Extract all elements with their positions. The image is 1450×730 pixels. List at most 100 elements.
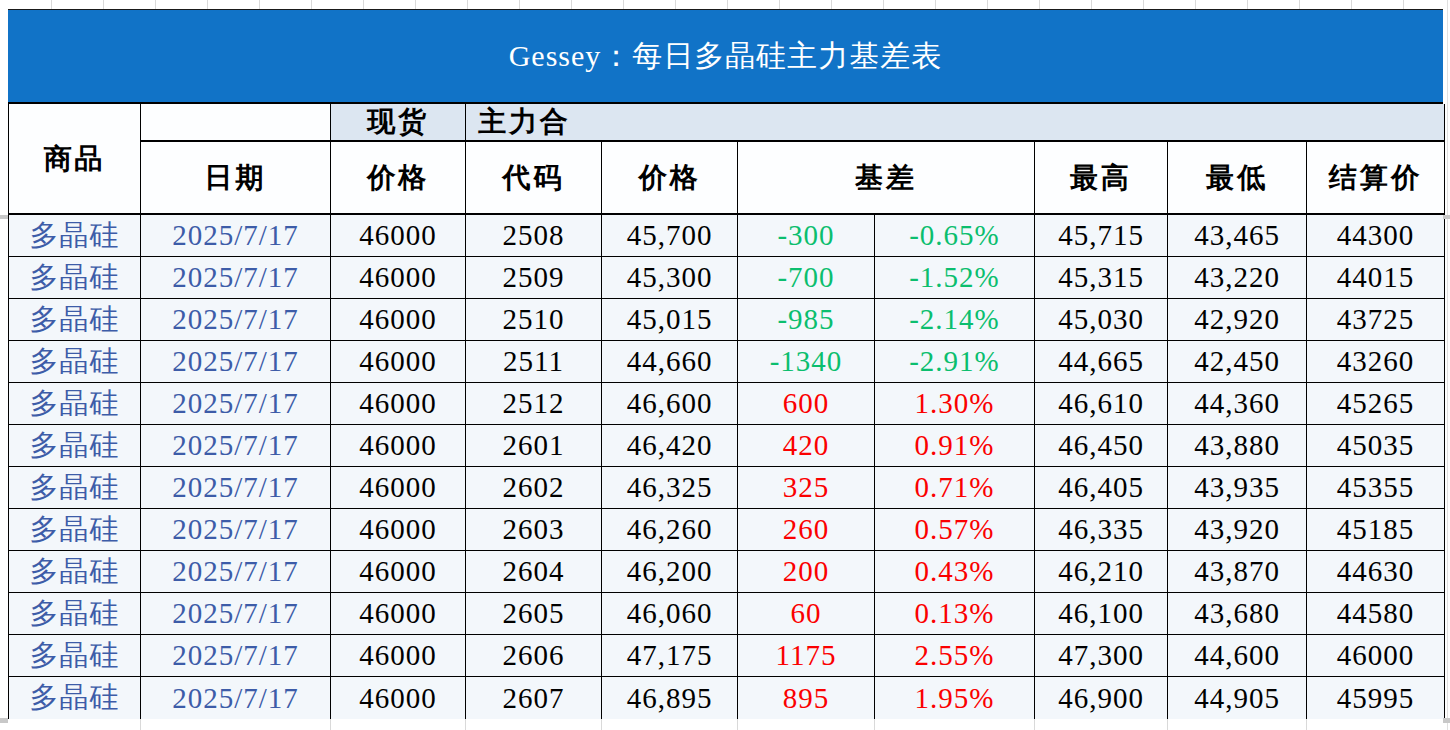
cell-settlement[interactable]: 45265 bbox=[1307, 383, 1444, 425]
header-settlement[interactable]: 结算价 bbox=[1307, 142, 1444, 215]
cell-commodity[interactable]: 多晶硅 bbox=[9, 551, 141, 593]
cell-basis-percent[interactable]: 0.71% bbox=[875, 467, 1035, 509]
cell-commodity[interactable]: 多晶硅 bbox=[9, 215, 141, 257]
cell-settlement[interactable]: 45995 bbox=[1307, 677, 1444, 719]
cell-basis-value[interactable]: 260 bbox=[738, 509, 875, 551]
cell-date[interactable]: 2025/7/17 bbox=[141, 215, 331, 257]
cell-settlement[interactable]: 43725 bbox=[1307, 299, 1444, 341]
cell-basis-value[interactable]: 1175 bbox=[738, 635, 875, 677]
cell-basis-value[interactable]: 60 bbox=[738, 593, 875, 635]
cell-settlement[interactable]: 44630 bbox=[1307, 551, 1444, 593]
cell-spot-price[interactable]: 46000 bbox=[331, 299, 466, 341]
cell-spot-price[interactable]: 46000 bbox=[331, 341, 466, 383]
cell-basis-value[interactable]: -700 bbox=[738, 257, 875, 299]
cell-basis-value[interactable]: -985 bbox=[738, 299, 875, 341]
cell-basis-percent[interactable]: 1.30% bbox=[875, 383, 1035, 425]
header-date[interactable]: 日期 bbox=[141, 142, 331, 215]
cell-low[interactable]: 42,450 bbox=[1168, 341, 1307, 383]
cell-contract-price[interactable]: 44,660 bbox=[602, 341, 738, 383]
cell-basis-value[interactable]: 420 bbox=[738, 425, 875, 467]
cell-basis-value[interactable]: 200 bbox=[738, 551, 875, 593]
cell-settlement[interactable]: 44015 bbox=[1307, 257, 1444, 299]
cell-contract-code[interactable]: 2511 bbox=[466, 341, 602, 383]
cell-low[interactable]: 44,360 bbox=[1168, 383, 1307, 425]
cell-spot-price[interactable]: 46000 bbox=[331, 383, 466, 425]
cell-spot-price[interactable]: 46000 bbox=[331, 257, 466, 299]
header-basis[interactable]: 基差 bbox=[738, 142, 1035, 215]
cell-contract-code[interactable]: 2509 bbox=[466, 257, 602, 299]
cell-contract-price[interactable]: 46,895 bbox=[602, 677, 738, 719]
cell-low[interactable]: 42,920 bbox=[1168, 299, 1307, 341]
header-code[interactable]: 代码 bbox=[466, 142, 602, 215]
cell-basis-value[interactable]: -300 bbox=[738, 215, 875, 257]
cell-high[interactable]: 46,900 bbox=[1035, 677, 1168, 719]
cell-date[interactable]: 2025/7/17 bbox=[141, 593, 331, 635]
cell-commodity[interactable]: 多晶硅 bbox=[9, 299, 141, 341]
cell-contract-price[interactable]: 46,260 bbox=[602, 509, 738, 551]
cell-commodity[interactable]: 多晶硅 bbox=[9, 593, 141, 635]
cell-commodity[interactable]: 多晶硅 bbox=[9, 467, 141, 509]
cell-basis-percent[interactable]: -0.65% bbox=[875, 215, 1035, 257]
cell-basis-value[interactable]: 600 bbox=[738, 383, 875, 425]
header-commodity[interactable]: 商品 bbox=[9, 104, 141, 215]
cell-date[interactable]: 2025/7/17 bbox=[141, 635, 331, 677]
cell-basis-percent[interactable]: 1.95% bbox=[875, 677, 1035, 719]
cell-low[interactable]: 43,920 bbox=[1168, 509, 1307, 551]
cell-basis-percent[interactable]: 0.91% bbox=[875, 425, 1035, 467]
cell-settlement[interactable]: 45035 bbox=[1307, 425, 1444, 467]
cell-contract-price[interactable]: 45,300 bbox=[602, 257, 738, 299]
cell-contract-code[interactable]: 2605 bbox=[466, 593, 602, 635]
header-high[interactable]: 最高 bbox=[1035, 142, 1168, 215]
cell-date[interactable]: 2025/7/17 bbox=[141, 467, 331, 509]
cell-basis-percent[interactable]: 0.13% bbox=[875, 593, 1035, 635]
cell-date[interactable]: 2025/7/17 bbox=[141, 425, 331, 467]
cell-settlement[interactable]: 45185 bbox=[1307, 509, 1444, 551]
cell-low[interactable]: 43,220 bbox=[1168, 257, 1307, 299]
cell-contract-code[interactable]: 2602 bbox=[466, 467, 602, 509]
cell-high[interactable]: 45,715 bbox=[1035, 215, 1168, 257]
cell-low[interactable]: 43,465 bbox=[1168, 215, 1307, 257]
cell-commodity[interactable]: 多晶硅 bbox=[9, 341, 141, 383]
cell-spot-price[interactable]: 46000 bbox=[331, 551, 466, 593]
cell-settlement[interactable]: 44300 bbox=[1307, 215, 1444, 257]
cell-contract-price[interactable]: 46,325 bbox=[602, 467, 738, 509]
cell-commodity[interactable]: 多晶硅 bbox=[9, 509, 141, 551]
cell-spot-price[interactable]: 46000 bbox=[331, 635, 466, 677]
cell-high[interactable]: 45,315 bbox=[1035, 257, 1168, 299]
cell-low[interactable]: 43,935 bbox=[1168, 467, 1307, 509]
cell-date[interactable]: 2025/7/17 bbox=[141, 383, 331, 425]
cell-high[interactable]: 46,100 bbox=[1035, 593, 1168, 635]
cell-commodity[interactable]: 多晶硅 bbox=[9, 425, 141, 467]
cell-spot-price[interactable]: 46000 bbox=[331, 425, 466, 467]
cell-basis-percent[interactable]: -2.14% bbox=[875, 299, 1035, 341]
cell-basis-value[interactable]: 325 bbox=[738, 467, 875, 509]
cell-spot-price[interactable]: 46000 bbox=[331, 593, 466, 635]
header-price[interactable]: 价格 bbox=[602, 142, 738, 215]
cell-spot-price[interactable]: 46000 bbox=[331, 509, 466, 551]
cell-contract-code[interactable]: 2603 bbox=[466, 509, 602, 551]
cell-contract-code[interactable]: 2512 bbox=[466, 383, 602, 425]
cell-commodity[interactable]: 多晶硅 bbox=[9, 677, 141, 719]
cell-basis-percent[interactable]: 2.55% bbox=[875, 635, 1035, 677]
cell-date[interactable]: 2025/7/17 bbox=[141, 509, 331, 551]
cell-date[interactable]: 2025/7/17 bbox=[141, 257, 331, 299]
cell-high[interactable]: 44,665 bbox=[1035, 341, 1168, 383]
cell-spot-price[interactable]: 46000 bbox=[331, 467, 466, 509]
cell-commodity[interactable]: 多晶硅 bbox=[9, 383, 141, 425]
cell-contract-price[interactable]: 45,700 bbox=[602, 215, 738, 257]
cell-contract-price[interactable]: 46,420 bbox=[602, 425, 738, 467]
cell-settlement[interactable]: 44580 bbox=[1307, 593, 1444, 635]
header-main-contract-group[interactable]: 主力合 bbox=[466, 104, 1444, 142]
cell-contract-price[interactable]: 46,600 bbox=[602, 383, 738, 425]
cell-low[interactable]: 43,880 bbox=[1168, 425, 1307, 467]
cell-basis-percent[interactable]: 0.57% bbox=[875, 509, 1035, 551]
cell-contract-code[interactable]: 2508 bbox=[466, 215, 602, 257]
cell-contract-price[interactable]: 46,200 bbox=[602, 551, 738, 593]
cell-spot-price[interactable]: 46000 bbox=[331, 677, 466, 719]
cell-basis-percent[interactable]: 0.43% bbox=[875, 551, 1035, 593]
cell-high[interactable]: 46,610 bbox=[1035, 383, 1168, 425]
cell-date[interactable]: 2025/7/17 bbox=[141, 677, 331, 719]
cell-commodity[interactable]: 多晶硅 bbox=[9, 635, 141, 677]
cell-high[interactable]: 45,030 bbox=[1035, 299, 1168, 341]
cell-high[interactable]: 47,300 bbox=[1035, 635, 1168, 677]
